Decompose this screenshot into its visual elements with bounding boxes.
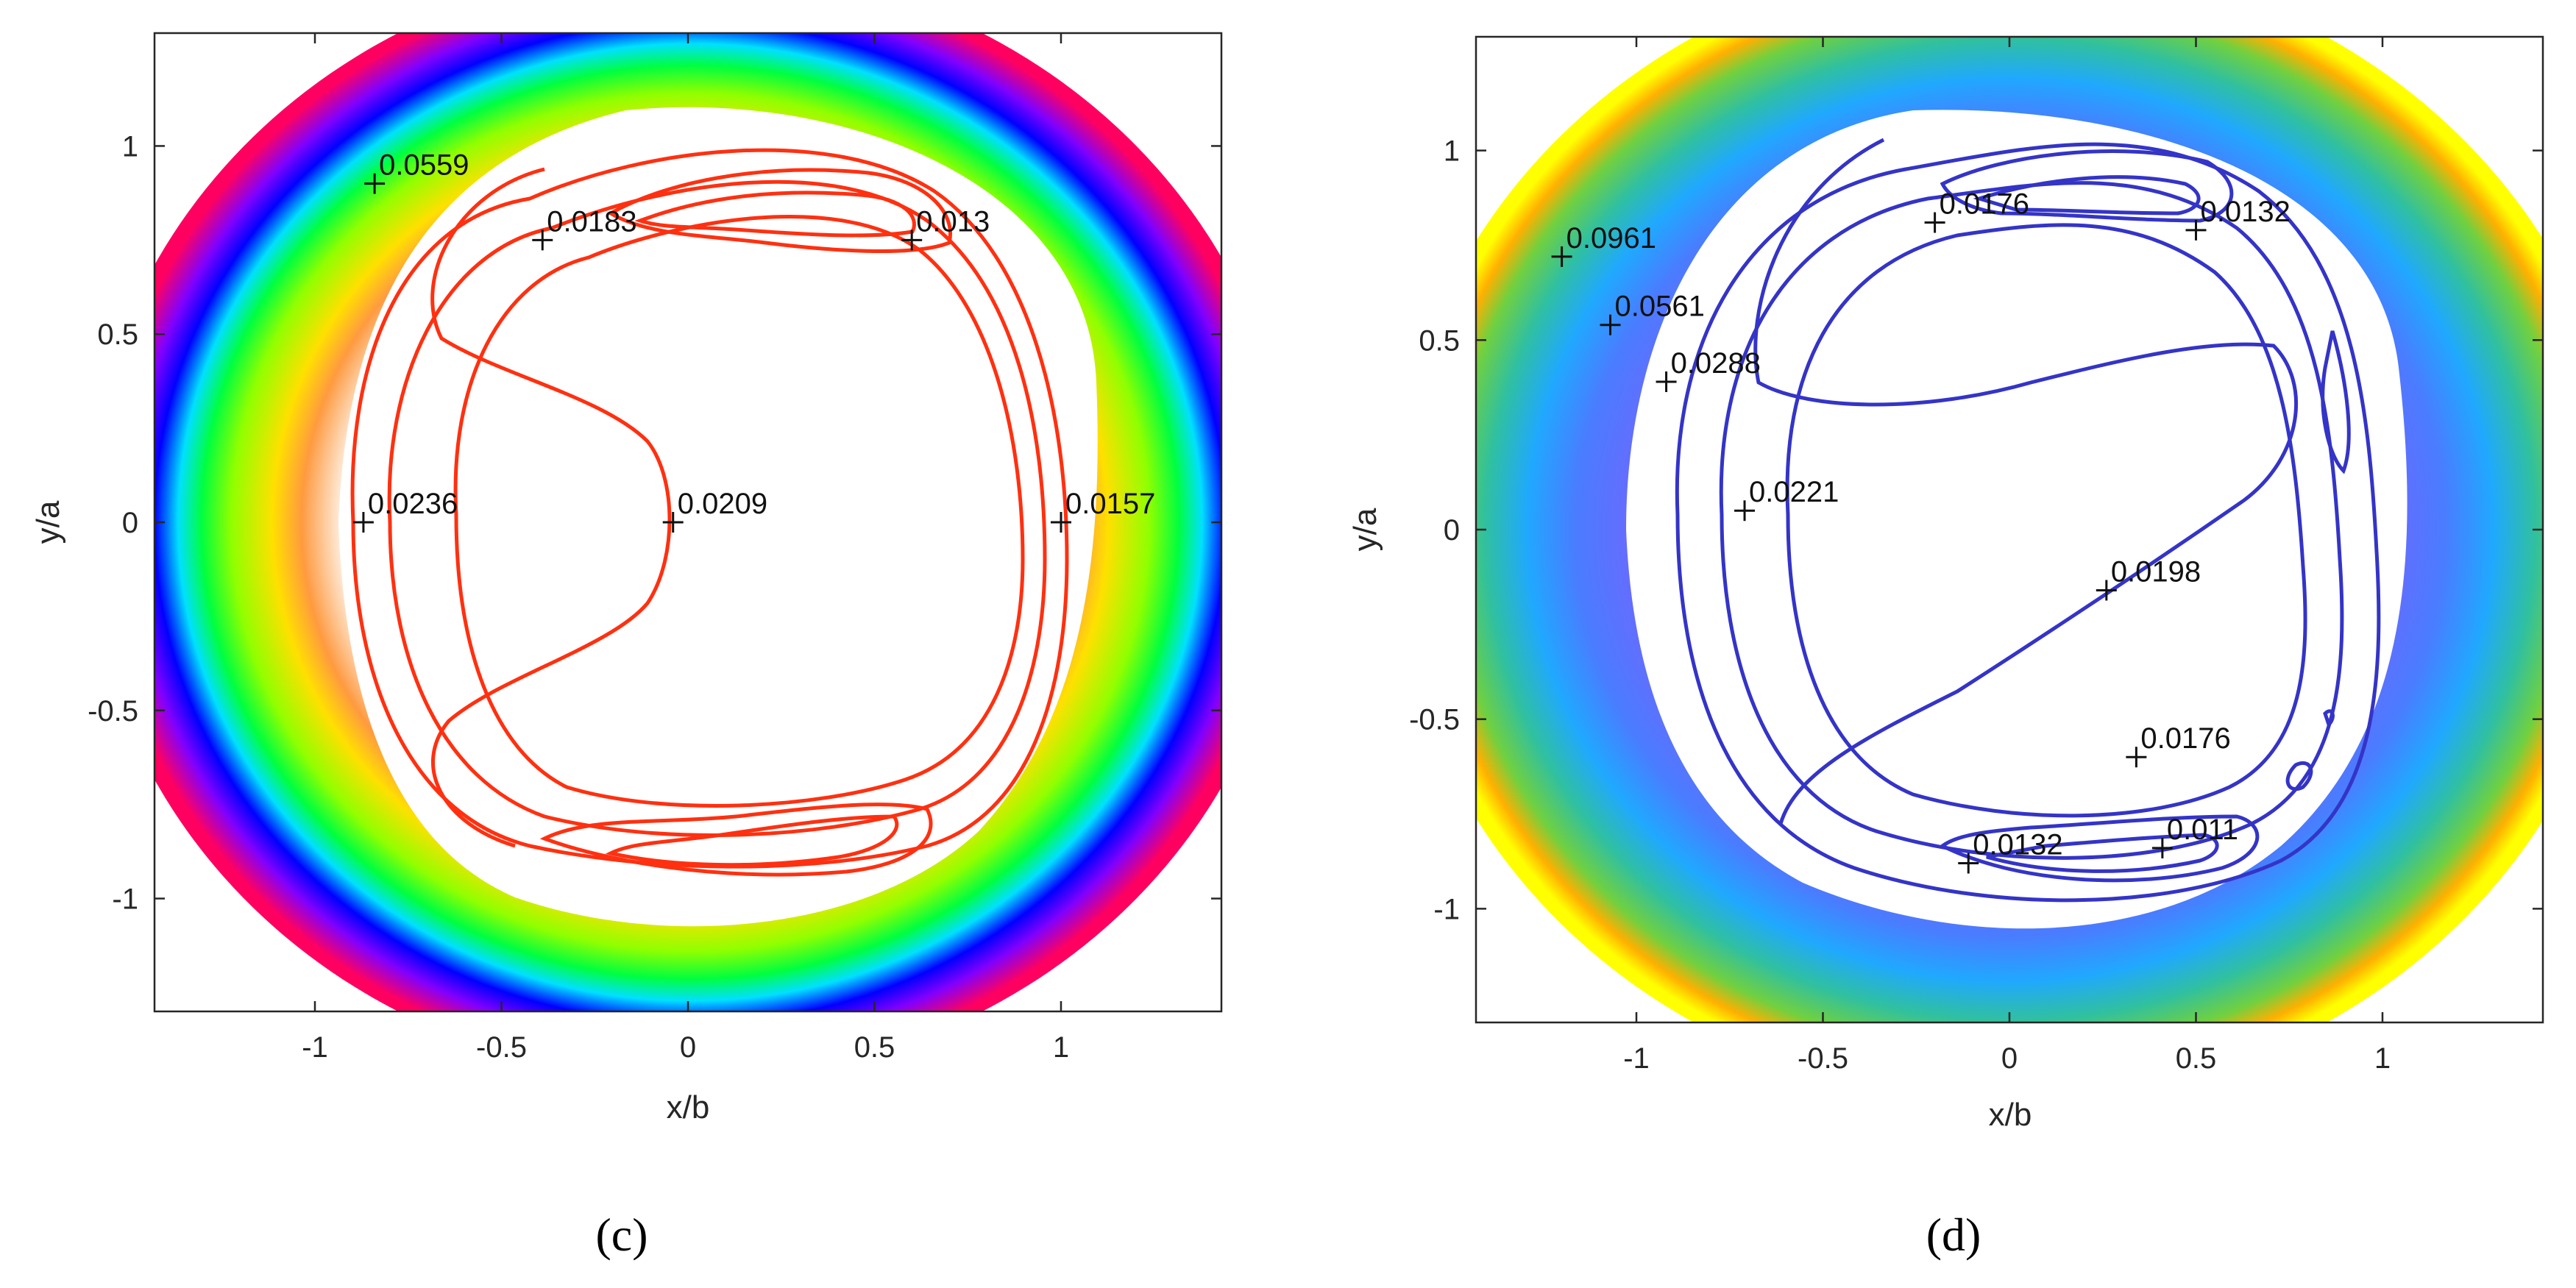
contour-label-c-0: 0.0559 xyxy=(364,149,469,194)
panel-d: -1 -0.5 0 0.5 1 -1 -0.5 0 0.5 1 0.0961 0.0561 0.028… xyxy=(1347,35,2544,1261)
contour-value-c-0: 0.0559 xyxy=(379,149,469,182)
contour-value-c-4: 0.0209 xyxy=(678,488,767,520)
contour-value-d-7: 0.0176 xyxy=(2140,722,2230,755)
contour-label-d-3: 0.0221 xyxy=(1734,476,1839,522)
contour-value-c-1: 0.0183 xyxy=(547,205,636,238)
contour-value-d-2: 0.0288 xyxy=(1671,347,1761,380)
inner-contour-lines-d xyxy=(1675,138,2381,903)
contour-label-d-9: 0.011 xyxy=(2151,814,2238,858)
contour-label-d-0: 0.0961 xyxy=(1551,222,1656,267)
contour-value-d-6: 0.0198 xyxy=(2111,555,2201,588)
y-tick-label-d-2: 0 xyxy=(1444,514,1460,547)
contour-label-d-5: 0.0132 xyxy=(2185,196,2291,241)
contour-label-d-8: 0.0132 xyxy=(1958,829,2063,874)
inner-white-region-d xyxy=(1626,110,2408,929)
y-tick-label-c-0: -1 xyxy=(112,883,138,916)
panel-c: -1 -0.5 0 0.5 1 -1 -0.5 0 0.5 1 0.0559 0.0183 0.013… xyxy=(30,32,1223,1261)
contour-labels-c: 0.0559 0.0183 0.013 0.0236 0.0209 0.0157 xyxy=(352,149,1155,533)
panel-caption-d: (d) xyxy=(1926,1209,1981,1261)
contour-value-d-9: 0.011 xyxy=(2167,814,2238,846)
ticks-c: -1 -0.5 0 0.5 1 -1 -0.5 0 0.5 1 xyxy=(88,33,1221,1064)
x-tick-label-c-3: 0.5 xyxy=(854,1031,895,1064)
x-tick-label-c-1: -0.5 xyxy=(476,1031,527,1064)
x-tick-label-d-4: 1 xyxy=(2374,1042,2391,1075)
y-axis-label-c: y/a xyxy=(30,500,66,544)
contour-value-d-8: 0.0132 xyxy=(1973,829,2062,861)
contour-label-c-4: 0.0209 xyxy=(662,488,767,533)
x-tick-label-d-3: 0.5 xyxy=(2176,1042,2217,1075)
x-tick-label-d-0: -1 xyxy=(1623,1042,1650,1075)
contour-value-c-2: 0.013 xyxy=(916,205,990,238)
contour-label-c-3: 0.0236 xyxy=(352,488,458,533)
y-tick-label-c-4: 1 xyxy=(122,130,138,163)
contour-label-d-7: 0.0176 xyxy=(2126,722,2231,768)
y-tick-label-c-2: 0 xyxy=(122,507,138,539)
contour-value-c-5: 0.0157 xyxy=(1065,488,1155,520)
ticks-d: -1 -0.5 0 0.5 1 -1 -0.5 0 0.5 1 xyxy=(1409,37,2543,1075)
contour-value-d-1: 0.0561 xyxy=(1615,291,1705,323)
x-axis-label-c: x/b xyxy=(667,1089,710,1125)
x-tick-label-c-0: -1 xyxy=(302,1031,328,1064)
x-tick-label-c-4: 1 xyxy=(1053,1031,1069,1064)
contour-field-c xyxy=(155,33,1221,1011)
y-tick-label-c-1: -0.5 xyxy=(88,695,138,727)
y-tick-label-d-1: -0.5 xyxy=(1409,704,1460,736)
contour-labels-d: 0.0961 0.0561 0.0288 0.0221 0.0176 0.0132 0.01… xyxy=(1551,188,2291,874)
contour-value-c-3: 0.0236 xyxy=(368,488,458,520)
contour-label-d-4: 0.0176 xyxy=(1924,188,2029,233)
x-tick-label-c-2: 0 xyxy=(680,1031,696,1064)
contour-field-d xyxy=(1476,37,2543,1022)
x-tick-label-d-2: 0 xyxy=(2001,1042,2018,1075)
panel-caption-c: (c) xyxy=(595,1209,647,1261)
x-axis-label-d: x/b xyxy=(1989,1097,2032,1133)
contour-label-c-2: 0.013 xyxy=(901,205,990,251)
x-tick-label-d-1: -0.5 xyxy=(1798,1042,1848,1075)
contour-value-d-4: 0.0176 xyxy=(1940,188,2029,221)
contour-label-c-1: 0.0183 xyxy=(532,205,637,251)
contour-label-d-1: 0.0561 xyxy=(1600,291,1705,335)
contour-value-d-3: 0.0221 xyxy=(1749,476,1839,508)
contour-value-d-5: 0.0132 xyxy=(2200,196,2290,228)
contour-label-d-2: 0.0288 xyxy=(1656,347,1761,392)
y-tick-label-d-0: -1 xyxy=(1433,893,1460,925)
y-tick-label-d-4: 1 xyxy=(1444,135,1460,168)
inner-white-region-c xyxy=(338,107,1098,927)
contour-label-c-5: 0.0157 xyxy=(1050,488,1155,533)
y-axis-label-d: y/a xyxy=(1347,508,1383,551)
contour-label-d-6: 0.0198 xyxy=(2096,555,2201,601)
contour-value-d-0: 0.0961 xyxy=(1566,222,1656,255)
y-tick-label-d-3: 0.5 xyxy=(1419,324,1460,357)
y-tick-label-c-3: 0.5 xyxy=(97,319,138,351)
